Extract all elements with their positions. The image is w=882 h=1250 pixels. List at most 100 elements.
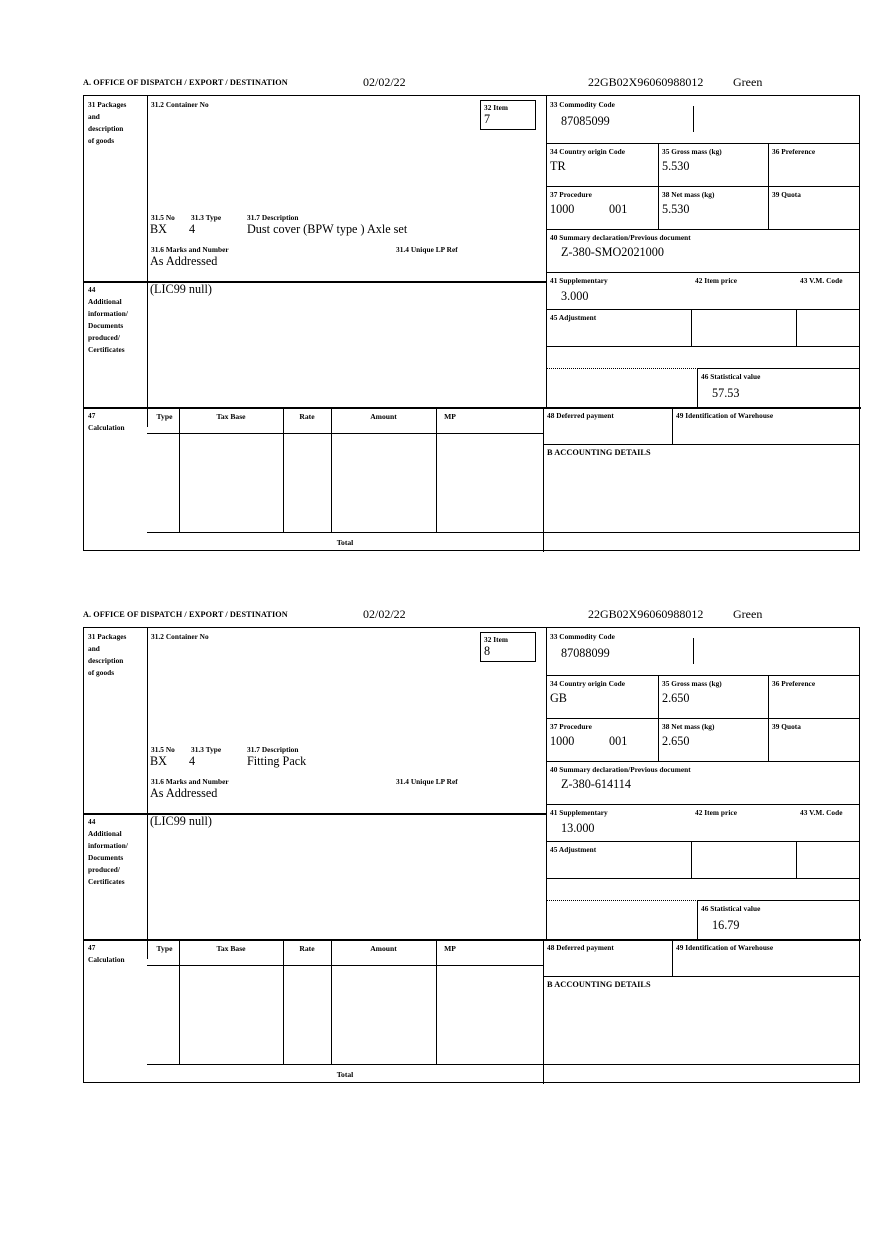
packages-no-value: BX: [150, 222, 167, 236]
supplementary-label: 41 Supplementary: [550, 808, 608, 817]
item-number-label: 32 Item: [484, 635, 509, 644]
country-origin-code-value: GB: [550, 691, 567, 705]
deferred-payment-label: 48 Deferred payment: [547, 943, 614, 952]
item-number-value: 7: [484, 112, 491, 126]
identification-of-warehouse-label: 49 Identification of Warehouse: [676, 943, 774, 952]
packages-label-line-1: 31 Packages: [88, 100, 127, 109]
procedure-value-2: 001: [609, 202, 628, 216]
form-header: A. OFFICE OF DISPATCH / EXPORT / DESTINA…: [83, 607, 862, 627]
packages-label-line-2: and: [88, 644, 100, 653]
office-of-dispatch-label: A. OFFICE OF DISPATCH / EXPORT / DESTINA…: [83, 78, 288, 87]
column-header-mp: MP: [444, 944, 456, 953]
accounting-details-label: B ACCOUNTING DETAILS: [547, 980, 651, 989]
packages-description-value: Fitting Pack: [247, 754, 307, 768]
item-number-value: 8: [484, 644, 491, 658]
item-price-label: 42 Item price: [695, 808, 737, 817]
additional-label-line-2: Additional: [88, 297, 122, 306]
packages-type-value: 4: [189, 222, 196, 236]
column-header-type: Type: [156, 412, 173, 421]
gross-mass-label: 35 Gross mass (kg): [662, 147, 722, 156]
packages-label-line-4: of goods: [88, 136, 115, 145]
statistical-value-label: 46 Statistical value: [701, 904, 761, 913]
additional-information-value: (LIC99 null): [150, 814, 212, 828]
procedure-value-1: 1000: [550, 202, 575, 216]
preference-label: 36 Preference: [772, 147, 816, 156]
additional-label-line-3: information/: [88, 309, 128, 318]
statistical-value-amount: 57.53: [712, 386, 740, 400]
calculation-label-line-2: Calculation: [88, 955, 125, 964]
additional-label-line-5: produced/: [88, 865, 120, 874]
supplementary-value: 3.000: [561, 289, 589, 303]
additional-label-line-5: produced/: [88, 333, 120, 342]
packages-label-line-3: description: [88, 656, 124, 665]
declaration-form-item-7: A. OFFICE OF DISPATCH / EXPORT / DESTINA…: [83, 75, 862, 552]
summary-declaration-label: 40 Summary declaration/Previous document: [550, 765, 691, 774]
net-mass-value: 5.530: [662, 202, 690, 216]
column-header-rate: Rate: [299, 412, 315, 421]
marks-and-number-label: 31.6 Marks and Number: [151, 245, 229, 254]
additional-information-value: (LIC99 null): [150, 282, 212, 296]
declaration-date: 02/02/22: [363, 75, 406, 89]
route-status: Green: [733, 607, 763, 621]
summary-declaration-label: 40 Summary declaration/Previous document: [550, 233, 691, 242]
preference-label: 36 Preference: [772, 679, 816, 688]
movement-reference-number: 22GB02X96060988012: [588, 75, 704, 89]
supplementary-label: 41 Supplementary: [550, 276, 608, 285]
gross-mass-value: 2.650: [662, 691, 690, 705]
additional-label-line-1: 44: [88, 817, 96, 826]
procedure-value-2: 001: [609, 734, 628, 748]
additional-label-line-4: Documents: [88, 321, 124, 330]
item-number-label: 32 Item: [484, 103, 509, 112]
quota-label: 39 Quota: [772, 722, 801, 731]
column-header-tax-base: Tax Base: [216, 944, 246, 953]
additional-label-line-2: Additional: [88, 829, 122, 838]
container-no-label: 31.2 Container No: [151, 632, 209, 641]
commodity-code-value: 87088099: [561, 646, 610, 660]
form-header: A. OFFICE OF DISPATCH / EXPORT / DESTINA…: [83, 75, 862, 95]
column-header-amount: Amount: [370, 412, 397, 421]
packages-description-label: 31.7 Description: [247, 213, 299, 222]
packages-type-value: 4: [189, 754, 196, 768]
total-label: Total: [336, 1070, 354, 1079]
commodity-code-value: 87085099: [561, 114, 610, 128]
packages-no-label: 31.5 No: [151, 745, 175, 754]
deferred-payment-label: 48 Deferred payment: [547, 411, 614, 420]
additional-label-line-1: 44: [88, 285, 96, 294]
declaration-box: 31 Packages and description of goods 31.…: [83, 95, 861, 552]
procedure-label: 37 Procedure: [550, 722, 592, 731]
packages-description-value: Dust cover (BPW type ) Axle set: [247, 222, 408, 236]
column-header-mp: MP: [444, 412, 456, 421]
calculation-label-line-1: 47: [88, 411, 96, 420]
commodity-code-label: 33 Commodity Code: [550, 632, 615, 641]
packages-label-line-3: description: [88, 124, 124, 133]
statistical-value-label: 46 Statistical value: [701, 372, 761, 381]
declaration-date: 02/02/22: [363, 607, 406, 621]
declaration-box: 31 Packages and description of goods 31.…: [83, 627, 861, 1084]
item-number-box: 32 Item 7: [480, 100, 536, 130]
container-no-label: 31.2 Container No: [151, 100, 209, 109]
unique-lp-ref-label: 31.4 Unique LP Ref: [396, 245, 458, 254]
packages-label-line-1: 31 Packages: [88, 632, 127, 641]
additional-label-line-3: information/: [88, 841, 128, 850]
summary-declaration-value: Z-380-614114: [561, 777, 631, 791]
country-origin-code-label: 34 Country origin Code: [550, 679, 626, 688]
commodity-code-label: 33 Commodity Code: [550, 100, 615, 109]
item-number-box: 32 Item 8: [480, 632, 536, 662]
identification-of-warehouse-label: 49 Identification of Warehouse: [676, 411, 774, 420]
gross-mass-value: 5.530: [662, 159, 690, 173]
country-origin-code-label: 34 Country origin Code: [550, 147, 626, 156]
marks-and-number-value: As Addressed: [150, 254, 218, 268]
additional-label-line-6: Certificates: [88, 345, 125, 354]
movement-reference-number: 22GB02X96060988012: [588, 607, 704, 621]
summary-declaration-value: Z-380-SMO2021000: [561, 245, 664, 259]
packages-label-line-2: and: [88, 112, 100, 121]
item-price-label: 42 Item price: [695, 276, 737, 285]
supplementary-value: 13.000: [561, 821, 595, 835]
additional-label-line-4: Documents: [88, 853, 124, 862]
adjustment-label: 45 Adjustment: [550, 845, 597, 854]
procedure-value-1: 1000: [550, 734, 575, 748]
total-label: Total: [336, 538, 354, 547]
route-status: Green: [733, 75, 763, 89]
packages-type-label: 31.3 Type: [191, 745, 222, 754]
procedure-label: 37 Procedure: [550, 190, 592, 199]
